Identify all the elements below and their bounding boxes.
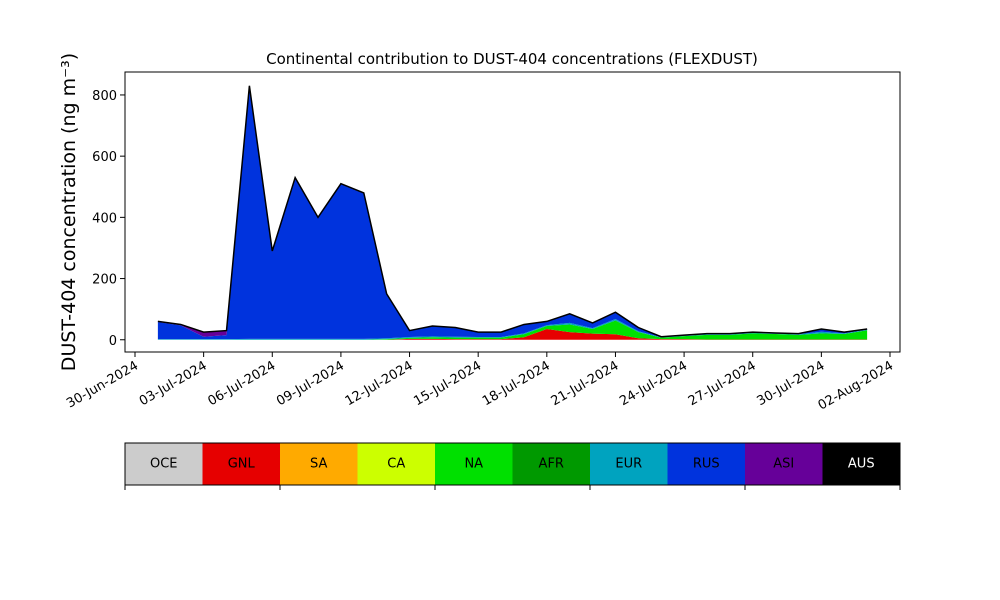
colorbar-label: NA: [464, 457, 483, 472]
x-tick-label: 12-Jul-2024: [343, 358, 416, 409]
colorbar-label: OCE: [150, 457, 178, 472]
area-eur: [157, 318, 868, 340]
x-tick-label: 24-Jul-2024: [617, 358, 690, 409]
colorbar-label: CA: [387, 457, 405, 472]
x-tick-label: 15-Jul-2024: [411, 358, 484, 409]
y-axis-label: DUST-404 concentration (ng m⁻³): [58, 53, 80, 371]
colorbar-cell: [280, 443, 358, 485]
plot-frame: [124, 71, 901, 353]
area-rus: [157, 88, 868, 340]
x-tick-label: 06-Jul-2024: [205, 358, 278, 409]
y-tick-label: 400: [92, 211, 117, 226]
colorbar-label: RUS: [693, 457, 720, 472]
colorbar-label: AFR: [539, 457, 564, 472]
colorbar-label: SA: [310, 457, 327, 472]
colorbar-cell: [512, 443, 590, 485]
x-tick-label: 02-Aug-2024: [816, 358, 896, 413]
colorbar-cell: [435, 443, 513, 485]
colorbar-cell: [125, 443, 203, 485]
y-tick-label: 0: [109, 334, 117, 349]
y-tick-label: 200: [92, 273, 117, 288]
colorbar-cell: [590, 443, 668, 485]
colorbar-cell: [667, 443, 745, 485]
colorbar-cell: [357, 443, 435, 485]
colorbar-cell: [745, 443, 823, 485]
y-tick-label: 800: [92, 89, 117, 104]
x-tick-label: 03-Jul-2024: [137, 358, 210, 409]
colorbar-label: GNL: [228, 457, 256, 472]
colorbar-frame: [124, 442, 901, 486]
total-outline: [157, 85, 868, 338]
x-tick-label: 27-Jul-2024: [686, 358, 759, 409]
chart-title: Continental contribution to DUST-404 con…: [266, 50, 758, 68]
x-tick-label: 09-Jul-2024: [274, 358, 347, 409]
x-tick-label: 21-Jul-2024: [549, 358, 622, 409]
colorbar-label: EUR: [615, 457, 642, 472]
colorbar-label: ASI: [773, 457, 794, 472]
y-tick-label: 600: [92, 150, 117, 165]
colorbar-cell: [202, 443, 280, 485]
area-na: [157, 320, 868, 340]
colorbar-cell: [822, 443, 900, 485]
x-tick-label: 18-Jul-2024: [480, 358, 553, 409]
colorbar-label: AUS: [848, 457, 875, 472]
